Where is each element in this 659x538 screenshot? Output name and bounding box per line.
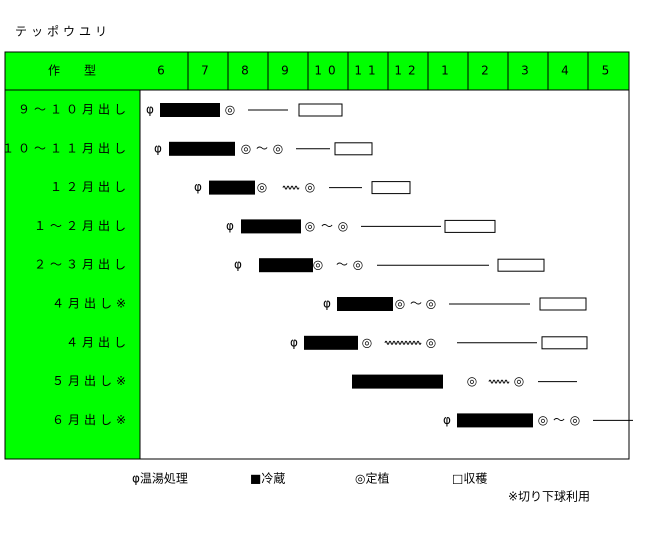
row-label: １２月出し bbox=[50, 180, 130, 194]
legend-item: φ温湯処理 bbox=[132, 472, 188, 486]
symbol: φ bbox=[323, 297, 331, 311]
month-label: 9 bbox=[281, 64, 295, 78]
cold-storage-bar bbox=[337, 297, 393, 311]
harvest-box bbox=[444, 219, 496, 233]
symbol: ◎ bbox=[514, 374, 524, 388]
month-label: 1 bbox=[441, 64, 455, 78]
symbol: ◎ bbox=[426, 297, 436, 311]
row-label: ２～３月出し bbox=[34, 258, 130, 272]
symbol: φ bbox=[290, 335, 298, 349]
cold-storage-bar bbox=[209, 180, 255, 195]
symbol: ～ bbox=[336, 258, 348, 272]
cold-storage-bar bbox=[241, 219, 301, 234]
month-label: 8 bbox=[241, 64, 255, 78]
month-label: 5 bbox=[602, 64, 616, 78]
harvest-box bbox=[541, 336, 588, 350]
month-label: 3 bbox=[521, 64, 535, 78]
legend-item: □収穫 bbox=[452, 472, 487, 486]
symbol: ◎ bbox=[273, 141, 283, 155]
cold-storage-bar bbox=[160, 103, 220, 117]
symbol: ◎ bbox=[362, 335, 372, 349]
legend-item: ◎定植 bbox=[355, 471, 389, 486]
symbol: ◎ bbox=[467, 374, 477, 388]
row-label: １０～１１月出し bbox=[2, 141, 130, 155]
month-label: 7 bbox=[201, 64, 215, 78]
row-label: ５月出し※ bbox=[52, 374, 130, 388]
cold-storage-bar bbox=[259, 258, 313, 273]
symbol: ◎ bbox=[225, 103, 235, 117]
row-label: ９～１０月出し bbox=[18, 103, 130, 117]
month-label: 6 bbox=[157, 64, 171, 78]
title: テッポウユリ bbox=[15, 25, 111, 39]
harvest-box bbox=[298, 103, 343, 117]
harvest-box bbox=[497, 258, 545, 272]
harvest-box bbox=[334, 142, 373, 156]
row-label: ４月出し※ bbox=[52, 297, 130, 311]
symbol: ◎ bbox=[538, 413, 548, 427]
header-bg bbox=[4, 51, 630, 91]
cold-storage-bar bbox=[304, 335, 358, 350]
cold-storage-bar bbox=[352, 374, 443, 389]
month-label: 12 bbox=[394, 64, 421, 78]
row-label: ４月出し bbox=[66, 335, 130, 349]
symbol: φ bbox=[234, 258, 242, 272]
month-label: 4 bbox=[561, 64, 575, 78]
cold-storage-bar bbox=[457, 413, 533, 428]
harvest-box bbox=[539, 297, 587, 311]
month-label: 11 bbox=[354, 64, 381, 78]
symbol: φ bbox=[194, 180, 202, 194]
harvest-box bbox=[371, 181, 411, 195]
cold-storage-bar bbox=[169, 141, 235, 156]
symbol: φ bbox=[443, 413, 451, 427]
symbol: ◎ bbox=[338, 219, 348, 233]
symbol: ◎ bbox=[353, 258, 363, 272]
symbol: ～ bbox=[321, 219, 333, 233]
wavy-line bbox=[488, 379, 510, 384]
wavy-line bbox=[384, 340, 422, 345]
symbol: ～ bbox=[256, 141, 268, 155]
symbol: φ bbox=[154, 141, 162, 155]
symbol: ～ bbox=[410, 297, 422, 311]
label-column bbox=[4, 89, 141, 460]
symbol: ◎ bbox=[241, 141, 251, 155]
symbol: ◎ bbox=[305, 180, 315, 194]
symbol: ◎ bbox=[313, 258, 323, 272]
symbol: φ bbox=[146, 103, 154, 117]
month-label: 2 bbox=[481, 64, 495, 78]
symbol: φ bbox=[226, 219, 234, 233]
symbol: ◎ bbox=[257, 180, 267, 194]
symbol: ◎ bbox=[395, 297, 405, 311]
row-label: １～２月出し bbox=[34, 219, 130, 233]
legend-item: ■冷蔵 bbox=[250, 472, 285, 486]
row-label: ６月出し※ bbox=[52, 413, 130, 427]
wavy-line bbox=[282, 185, 300, 190]
month-label: 10 bbox=[314, 64, 341, 78]
symbol: ～ bbox=[553, 413, 565, 427]
symbol: ◎ bbox=[426, 335, 436, 349]
symbol: ◎ bbox=[570, 413, 580, 427]
header-label: 作 型 bbox=[48, 64, 96, 78]
note: ※切り下球利用 bbox=[508, 490, 590, 504]
symbol: ◎ bbox=[305, 219, 315, 233]
